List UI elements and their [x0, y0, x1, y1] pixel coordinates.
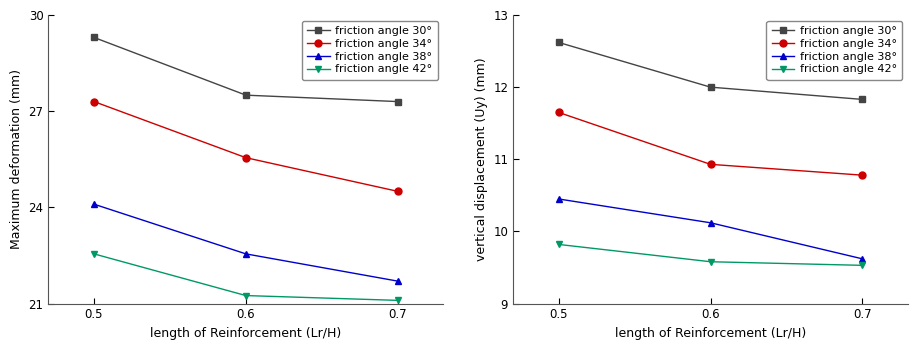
friction angle 34° — [392, 189, 403, 194]
friction angle 42° — [705, 260, 716, 264]
Legend: friction angle 30°, friction angle 34°, friction angle 38°, friction angle 42°: friction angle 30°, friction angle 34°, … — [302, 21, 438, 80]
friction angle 38° — [856, 257, 868, 261]
friction angle 42° — [554, 242, 565, 246]
Line: friction angle 30°: friction angle 30° — [91, 34, 401, 105]
X-axis label: length of Reinforcement (Lr/H): length of Reinforcement (Lr/H) — [615, 327, 806, 340]
friction angle 38° — [554, 197, 565, 201]
friction angle 34° — [241, 156, 252, 160]
friction angle 38° — [88, 202, 99, 206]
friction angle 42° — [88, 252, 99, 256]
friction angle 34° — [856, 173, 868, 177]
friction angle 38° — [705, 221, 716, 225]
friction angle 30° — [88, 35, 99, 40]
Line: friction angle 42°: friction angle 42° — [91, 250, 401, 304]
friction angle 38° — [241, 252, 252, 256]
Line: friction angle 42°: friction angle 42° — [555, 241, 866, 269]
friction angle 30° — [554, 40, 565, 44]
Line: friction angle 38°: friction angle 38° — [91, 201, 401, 285]
friction angle 34° — [88, 99, 99, 104]
friction angle 30° — [705, 85, 716, 89]
friction angle 30° — [856, 97, 868, 102]
Y-axis label: Maximum deformation (mm): Maximum deformation (mm) — [10, 69, 23, 249]
friction angle 30° — [241, 93, 252, 97]
X-axis label: length of Reinforcement (Lr/H): length of Reinforcement (Lr/H) — [151, 327, 341, 340]
friction angle 34° — [705, 162, 716, 167]
friction angle 42° — [241, 293, 252, 298]
friction angle 42° — [392, 298, 403, 302]
friction angle 30° — [392, 99, 403, 104]
friction angle 38° — [392, 279, 403, 283]
Line: friction angle 34°: friction angle 34° — [555, 109, 866, 178]
Line: friction angle 38°: friction angle 38° — [555, 196, 866, 262]
Line: friction angle 34°: friction angle 34° — [91, 98, 401, 195]
friction angle 34° — [554, 110, 565, 114]
Y-axis label: vertical displacement (Uy) (mm): vertical displacement (Uy) (mm) — [475, 57, 487, 261]
Line: friction angle 30°: friction angle 30° — [555, 39, 866, 103]
Legend: friction angle 30°, friction angle 34°, friction angle 38°, friction angle 42°: friction angle 30°, friction angle 34°, … — [767, 21, 902, 80]
friction angle 42° — [856, 263, 868, 267]
